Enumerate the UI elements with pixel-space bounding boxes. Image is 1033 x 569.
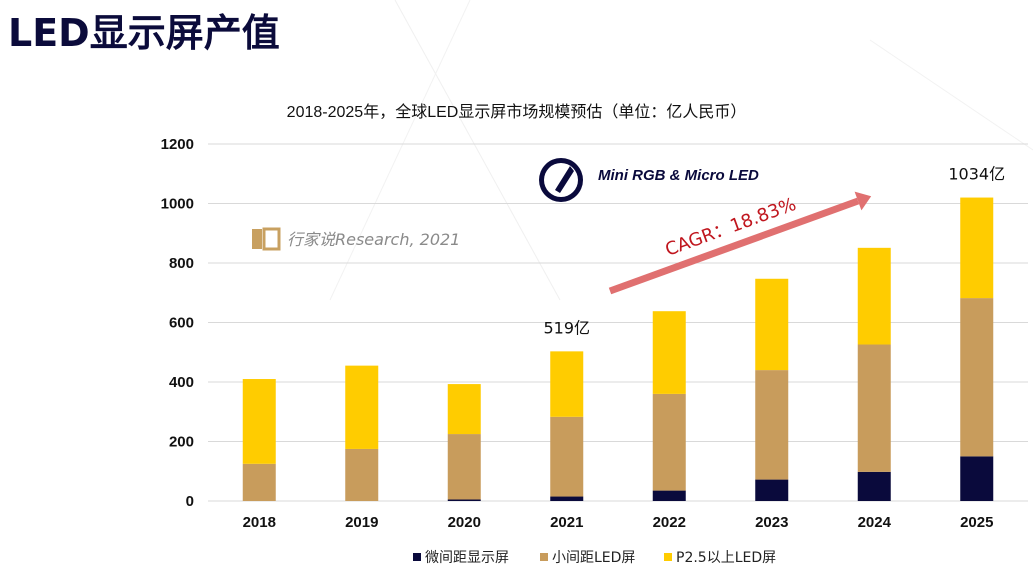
rocket-badge-inner [544,163,578,197]
cagr-arrow-head [854,191,872,211]
x-tick-label: 2018 [243,514,276,531]
bar-segment [447,384,481,435]
bar-segment [857,344,891,472]
bar-segment [755,278,789,371]
bar-segment [857,471,891,501]
watermark-text: 行家说Research, 2021 [287,230,460,249]
legend-swatch [664,553,672,561]
bar-segment [652,393,686,491]
bar-segment [550,416,584,497]
bar-segment [652,311,686,394]
watermark-logo-icon [252,229,262,249]
bar-segment [242,379,276,464]
y-tick-label: 800 [169,255,194,272]
bar-segment [550,351,584,417]
bar-segment [755,479,789,501]
x-tick-label: 2021 [550,514,583,531]
rocket-icon [555,166,574,193]
watermark-logo-icon-part [262,227,281,251]
bar-segment [857,247,891,345]
y-tick-label: 400 [169,374,194,391]
total-label: 519亿 [543,318,590,337]
bar-segment [242,463,276,501]
y-tick-label: 1000 [161,196,194,213]
y-tick-label: 0 [186,493,194,510]
bar-segment [960,298,994,457]
legend-swatch [540,553,548,561]
x-tick-label: 2020 [448,514,481,531]
bar-segment [345,365,379,449]
bar-segment [960,197,994,299]
legend-label: 小间距LED屏 [552,550,635,566]
bar-segment [447,434,481,500]
highlight-label: Mini RGB & Micro LED [598,167,759,184]
x-tick-label: 2024 [858,514,892,531]
legend-label: P2.5以上LED屏 [676,550,776,566]
page-title: LED显示屏产值 [8,11,280,55]
x-tick-label: 2022 [653,514,686,531]
legend-swatch [413,553,421,561]
chart-title: 2018-2025年，全球LED显示屏市场规模预估（单位：亿人民币） [286,104,747,121]
bar-segment [960,456,994,501]
bar-segment [755,370,789,480]
bar-segment [652,490,686,501]
x-tick-label: 2023 [755,514,788,531]
x-tick-label: 2025 [960,514,993,531]
bar-segment [447,499,481,501]
bar-segment [550,496,584,501]
y-tick-label: 1200 [161,136,194,153]
legend-label: 微间距显示屏 [425,550,509,566]
bar-segment [345,448,379,501]
x-tick-label: 2019 [345,514,378,531]
total-label: 1034亿 [948,165,1005,184]
y-tick-label: 200 [169,434,194,451]
y-tick-label: 600 [169,315,194,332]
cagr-arrow-shaft [608,197,860,295]
